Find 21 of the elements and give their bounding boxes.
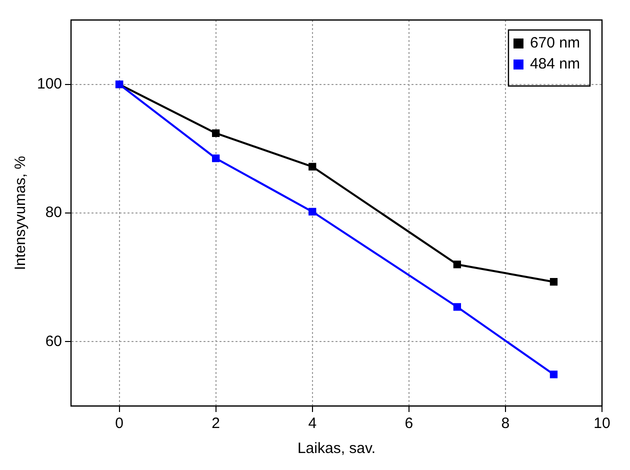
legend-label: 670 nm bbox=[530, 34, 580, 52]
y-tick-label: 100 bbox=[36, 75, 62, 92]
point bbox=[212, 129, 220, 138]
point bbox=[453, 303, 462, 311]
x-tick-label: 6 bbox=[404, 415, 414, 432]
x-tick-label: 8 bbox=[501, 415, 510, 432]
point bbox=[550, 278, 558, 286]
y-tick-label: 60 bbox=[45, 332, 62, 350]
point bbox=[550, 370, 558, 378]
x-tick-label: 0 bbox=[115, 415, 124, 432]
point bbox=[308, 162, 316, 171]
point bbox=[308, 208, 316, 216]
y-tick-label: 80 bbox=[45, 204, 62, 222]
point bbox=[212, 154, 220, 162]
x-axis-title: Laikas, sav. bbox=[297, 440, 376, 458]
x-tick-label: 4 bbox=[308, 415, 317, 432]
point bbox=[453, 260, 462, 268]
x-tick-label: 2 bbox=[212, 415, 220, 432]
y-axis-title: Intensyvumas, % bbox=[12, 156, 30, 270]
legend-label: 484 nm bbox=[530, 56, 580, 73]
x-tick-label: 10 bbox=[594, 415, 610, 432]
